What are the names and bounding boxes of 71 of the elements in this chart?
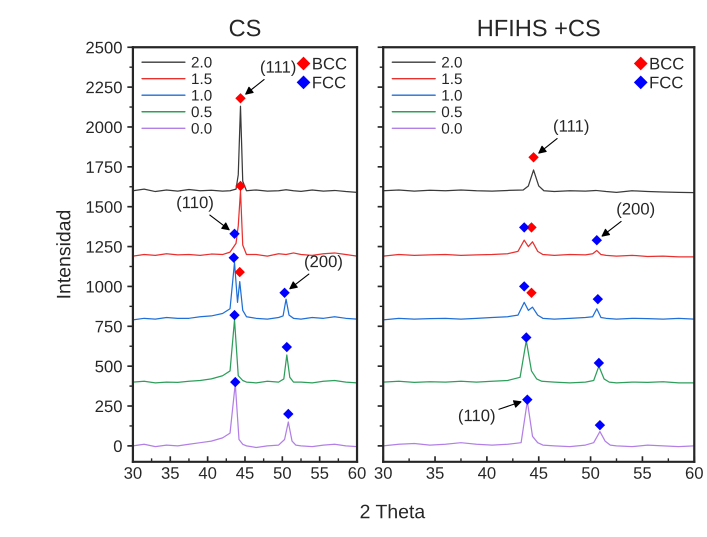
point [521, 332, 532, 343]
point [522, 394, 533, 405]
y-axis-title: Intensidad [56, 210, 70, 298]
point [519, 281, 530, 292]
point [526, 222, 537, 233]
point [279, 288, 290, 298]
legend-label: 0.5 [442, 106, 462, 118]
point [592, 294, 604, 304]
point [526, 288, 537, 298]
y-tick-label: 500 [95, 360, 122, 372]
y-tick-label: 2250 [86, 82, 122, 94]
point [230, 376, 240, 388]
y-tick-label: 1250 [86, 240, 122, 253]
x-axis-title: 2 Theta [360, 504, 426, 518]
point [229, 310, 240, 320]
legend-label: 2.0 [442, 56, 462, 68]
y-tick-label: 2500 [86, 42, 122, 54]
legend-label: FCC [650, 76, 683, 88]
annotation: (111) [554, 120, 588, 136]
legend-label: FCC [313, 76, 346, 88]
point [282, 342, 292, 352]
x-tick-label: 35 [426, 467, 444, 479]
legend-label: 0.0 [442, 122, 462, 134]
x-tick-label: 45 [530, 467, 548, 479]
y-tick-label: 1750 [86, 161, 122, 174]
legend-label: 1.0 [192, 90, 212, 101]
legend-label: 2.0 [192, 56, 212, 68]
point [283, 408, 294, 420]
x-tick-label: 50 [582, 467, 600, 479]
x-tick-label: 60 [348, 467, 366, 479]
x-tick-label: 30 [124, 467, 142, 479]
y-tick-label: 1500 [86, 201, 122, 213]
y-tick-label: 250 [96, 400, 122, 412]
legend-label: 1.0 [442, 90, 462, 101]
legend-label: BCC [650, 58, 684, 70]
x-tick-label: 30 [374, 467, 392, 479]
y-tick-label: 750 [96, 320, 122, 332]
annotation: (110) [458, 409, 495, 425]
chart-title: HFIHS +CS [478, 20, 600, 36]
point [229, 228, 240, 240]
annotation: (200) [305, 255, 342, 271]
legend-label: 1.5 [192, 74, 212, 84]
legend-label: 0.5 [192, 106, 212, 118]
y-tick-label: 0 [114, 440, 122, 452]
legend-label: 0.0 [192, 122, 212, 134]
x-tick-label: 45 [236, 467, 254, 479]
y-tick-label: 1000 [86, 280, 122, 293]
chart-title: CS [230, 20, 260, 36]
x-tick-label: 50 [274, 467, 291, 479]
x-tick-label: 55 [311, 467, 328, 479]
point [592, 234, 602, 246]
point [228, 252, 239, 263]
point [519, 222, 530, 233]
x-tick-label: 35 [162, 467, 179, 479]
legend-label: 1.5 [442, 74, 462, 84]
point [235, 93, 246, 104]
point [234, 266, 245, 278]
line-series [132, 106, 358, 193]
x-tick-label: 55 [634, 467, 651, 479]
y-tick-label: 2000 [86, 121, 122, 134]
point [528, 152, 539, 162]
point [235, 180, 246, 192]
point [594, 358, 604, 368]
legend-label: BCC [313, 58, 346, 70]
x-tick-label: 40 [198, 467, 216, 479]
annotation: (111) [260, 60, 296, 76]
point [594, 420, 606, 430]
annotation: (200) [617, 202, 654, 218]
x-tick-label: 40 [478, 467, 496, 479]
x-tick-label: 60 [686, 467, 703, 479]
annotation: (110) [177, 196, 213, 212]
